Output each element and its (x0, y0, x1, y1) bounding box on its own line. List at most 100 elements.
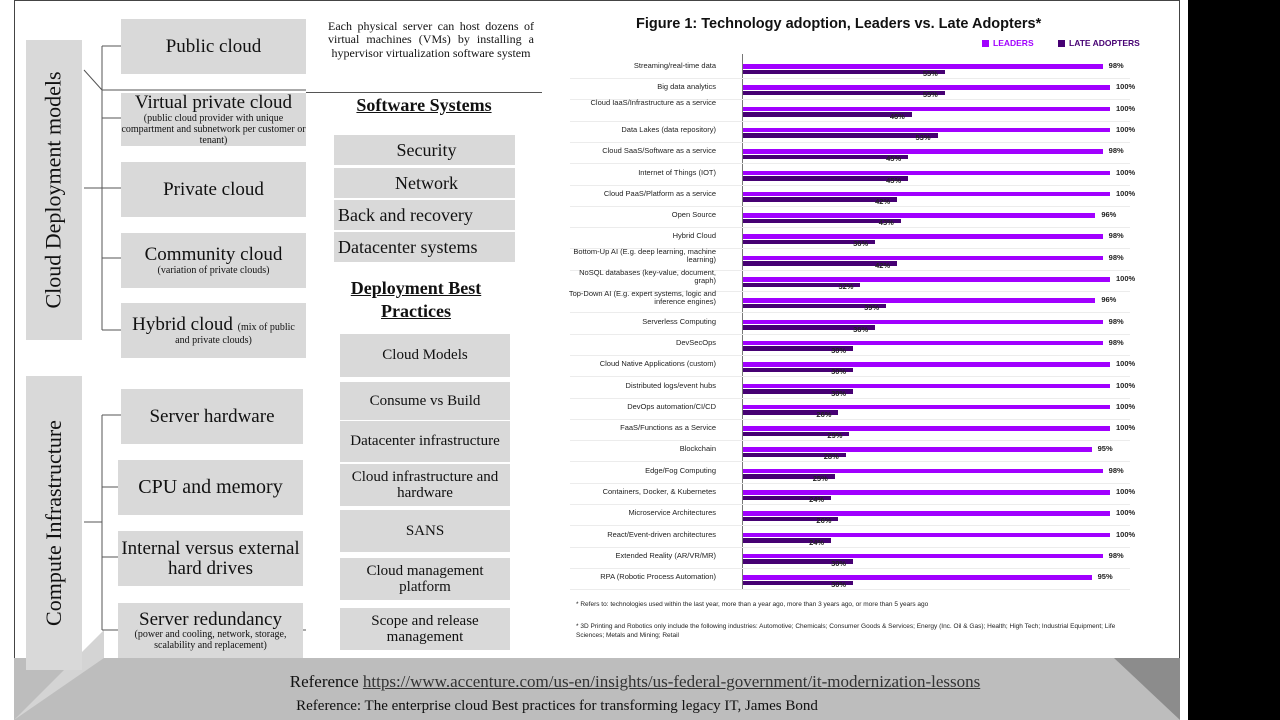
chart-gridline (570, 376, 1130, 378)
value-label-leaders: 96% (1101, 295, 1117, 305)
best-item-datacenter-infra: Datacenter infrastructure (340, 421, 510, 462)
value-label-late: 26% (816, 516, 832, 526)
bar-late-adopters (743, 538, 832, 543)
bar-leaders (743, 170, 1110, 175)
value-label-leaders: 100% (1116, 82, 1136, 92)
value-label-leaders: 98% (1108, 550, 1124, 560)
bar-late-adopters (743, 133, 938, 138)
virtual-private-cloud-box: Virtual private cloud (public cloud prov… (121, 92, 306, 146)
software-item-backup: Back and recovery (334, 200, 515, 230)
bar-late-adopters (743, 389, 854, 394)
chart-gridline (570, 440, 1130, 442)
value-label-late: 45% (886, 154, 902, 164)
compute-infrastructure-label: Compute Infrastructure (26, 376, 82, 670)
value-label-late: 32% (838, 282, 854, 291)
value-label-leaders: 100% (1116, 167, 1136, 177)
value-label-leaders: 100% (1116, 529, 1136, 539)
bar-late-adopters (743, 367, 854, 373)
best-item-cloud-models: Cloud Models (340, 334, 510, 377)
chart-gridline (570, 525, 1130, 527)
chart-gridline (570, 248, 1130, 250)
category-label: Microservice Architectures (628, 508, 716, 518)
category-label: Data Lakes (data repository) (621, 124, 716, 134)
best-item-scope-release: Scope and release management (340, 608, 510, 650)
category-label: Edge/Fog Computing (645, 465, 716, 475)
bar-leaders (743, 404, 1110, 410)
bar-leaders (743, 149, 1103, 154)
bar-leaders (743, 511, 1110, 516)
value-label-leaders: 98% (1108, 61, 1124, 70)
value-label-leaders: 98% (1108, 231, 1124, 241)
chart-axis (742, 54, 743, 590)
bar-leaders (743, 298, 1096, 303)
bar-late-adopters (743, 239, 876, 245)
cloud-deployment-label: Cloud Deployment models (26, 40, 82, 340)
chart-gridline (570, 184, 1130, 186)
server-hardware-box: Server hardware (121, 389, 303, 444)
bar-late-adopters (743, 346, 854, 351)
chart-gridline (570, 418, 1130, 420)
chart-gridline (570, 504, 1130, 505)
value-label-late: 55% (922, 90, 938, 100)
bar-leaders (743, 213, 1096, 218)
value-label-late: 24% (809, 495, 825, 504)
value-label-late: 25% (812, 473, 828, 483)
bar-leaders (743, 362, 1110, 367)
value-label-leaders: 100% (1116, 188, 1136, 198)
best-item-sans: SANS (340, 510, 510, 552)
legend-late-swatch (1058, 39, 1065, 47)
category-label: Distributed logs/event hubs (625, 380, 716, 390)
category-label: DevSecOps (675, 337, 716, 347)
value-label-leaders: 100% (1116, 423, 1136, 433)
value-label-leaders: 100% (1116, 274, 1136, 283)
hybrid-cloud-box: Hybrid cloud (mix of public and private … (121, 303, 306, 358)
category-label: Containers, Docker, & Kubernetes (602, 487, 716, 496)
value-label-leaders: 95% (1097, 572, 1113, 582)
chart-gridline (570, 546, 1130, 548)
bar-leaders (743, 234, 1103, 239)
value-label-leaders: 98% (1108, 252, 1124, 262)
bar-leaders (743, 340, 1103, 346)
value-label-late: 30% (831, 345, 847, 355)
bar-late-adopters (743, 176, 909, 181)
value-label-late: 53% (915, 132, 931, 142)
chart-gridline (570, 461, 1130, 463)
chart-gridline (570, 567, 1130, 569)
value-label-leaders: 100% (1116, 103, 1136, 113)
reference-link[interactable]: https://www.accenture.com/us-en/insights… (362, 672, 981, 691)
chart-gridline (570, 78, 1130, 79)
category-label: NoSQL databases (key-value, document, gr… (579, 268, 716, 285)
value-label-leaders: 100% (1116, 487, 1136, 496)
bar-leaders (743, 255, 1103, 261)
software-item-network: Network (334, 168, 515, 198)
category-label: Bottom-Up AI (E.g. deep learning, machin… (573, 246, 716, 264)
chart-gridline (570, 354, 1130, 356)
bar-late-adopters (743, 154, 909, 160)
category-label: React/Event-driven architectures (607, 529, 716, 539)
chart-gridline (570, 141, 1130, 143)
value-label-late: 28% (823, 452, 839, 462)
chart-gridline (570, 291, 1130, 292)
value-label-late: 43% (878, 218, 894, 228)
vm-note: Each physical server can host dozens of … (328, 19, 534, 60)
footnote-1: * Refers to: technologies used within th… (576, 601, 929, 608)
bar-late-adopters (743, 431, 850, 437)
category-label: Blockchain (679, 444, 716, 454)
value-label-late: 30% (831, 580, 847, 590)
category-label: RPA (Robotic Process Automation) (600, 572, 716, 582)
chart-gridline (570, 120, 1130, 122)
value-label-leaders: 98% (1108, 146, 1124, 156)
chart-gridline (570, 397, 1130, 399)
value-label-late: 30% (831, 388, 847, 398)
bar-late-adopters (743, 495, 832, 500)
category-label: DevOps automation/CI/CD (627, 401, 716, 411)
category-label: Open Source (671, 210, 716, 220)
value-label-late: 29% (827, 431, 843, 441)
category-label: Cloud IaaS/Infrastructure as a service (590, 97, 716, 107)
bar-late-adopters (743, 474, 835, 479)
server-redundancy-box: Server redundancy (power and cooling, ne… (118, 603, 303, 658)
bar-leaders (743, 277, 1110, 282)
value-label-leaders: 98% (1108, 337, 1124, 347)
bar-late-adopters (743, 452, 846, 458)
best-practices-heading: Deployment Best Practices (350, 278, 482, 322)
